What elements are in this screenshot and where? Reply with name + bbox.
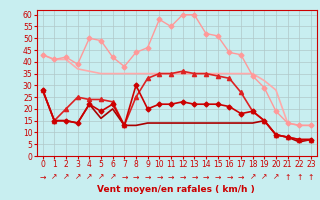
Text: Vent moyen/en rafales ( km/h ): Vent moyen/en rafales ( km/h ) — [97, 185, 255, 194]
Text: →: → — [226, 172, 233, 182]
Text: →: → — [180, 172, 186, 182]
Text: →: → — [133, 172, 139, 182]
Text: ↗: ↗ — [51, 172, 58, 182]
Text: →: → — [121, 172, 127, 182]
Text: ↗: ↗ — [98, 172, 104, 182]
Text: ↗: ↗ — [261, 172, 268, 182]
Text: ↗: ↗ — [63, 172, 69, 182]
Text: →: → — [39, 172, 46, 182]
Text: ↑: ↑ — [296, 172, 302, 182]
Text: →: → — [156, 172, 163, 182]
Text: →: → — [203, 172, 209, 182]
Text: →: → — [238, 172, 244, 182]
Text: ↗: ↗ — [273, 172, 279, 182]
Text: ↗: ↗ — [250, 172, 256, 182]
Text: →: → — [214, 172, 221, 182]
Text: ↗: ↗ — [75, 172, 81, 182]
Text: ↑: ↑ — [284, 172, 291, 182]
Text: →: → — [191, 172, 197, 182]
Text: ↗: ↗ — [109, 172, 116, 182]
Text: ↑: ↑ — [308, 172, 314, 182]
Text: →: → — [144, 172, 151, 182]
Text: →: → — [168, 172, 174, 182]
Text: ↗: ↗ — [86, 172, 92, 182]
